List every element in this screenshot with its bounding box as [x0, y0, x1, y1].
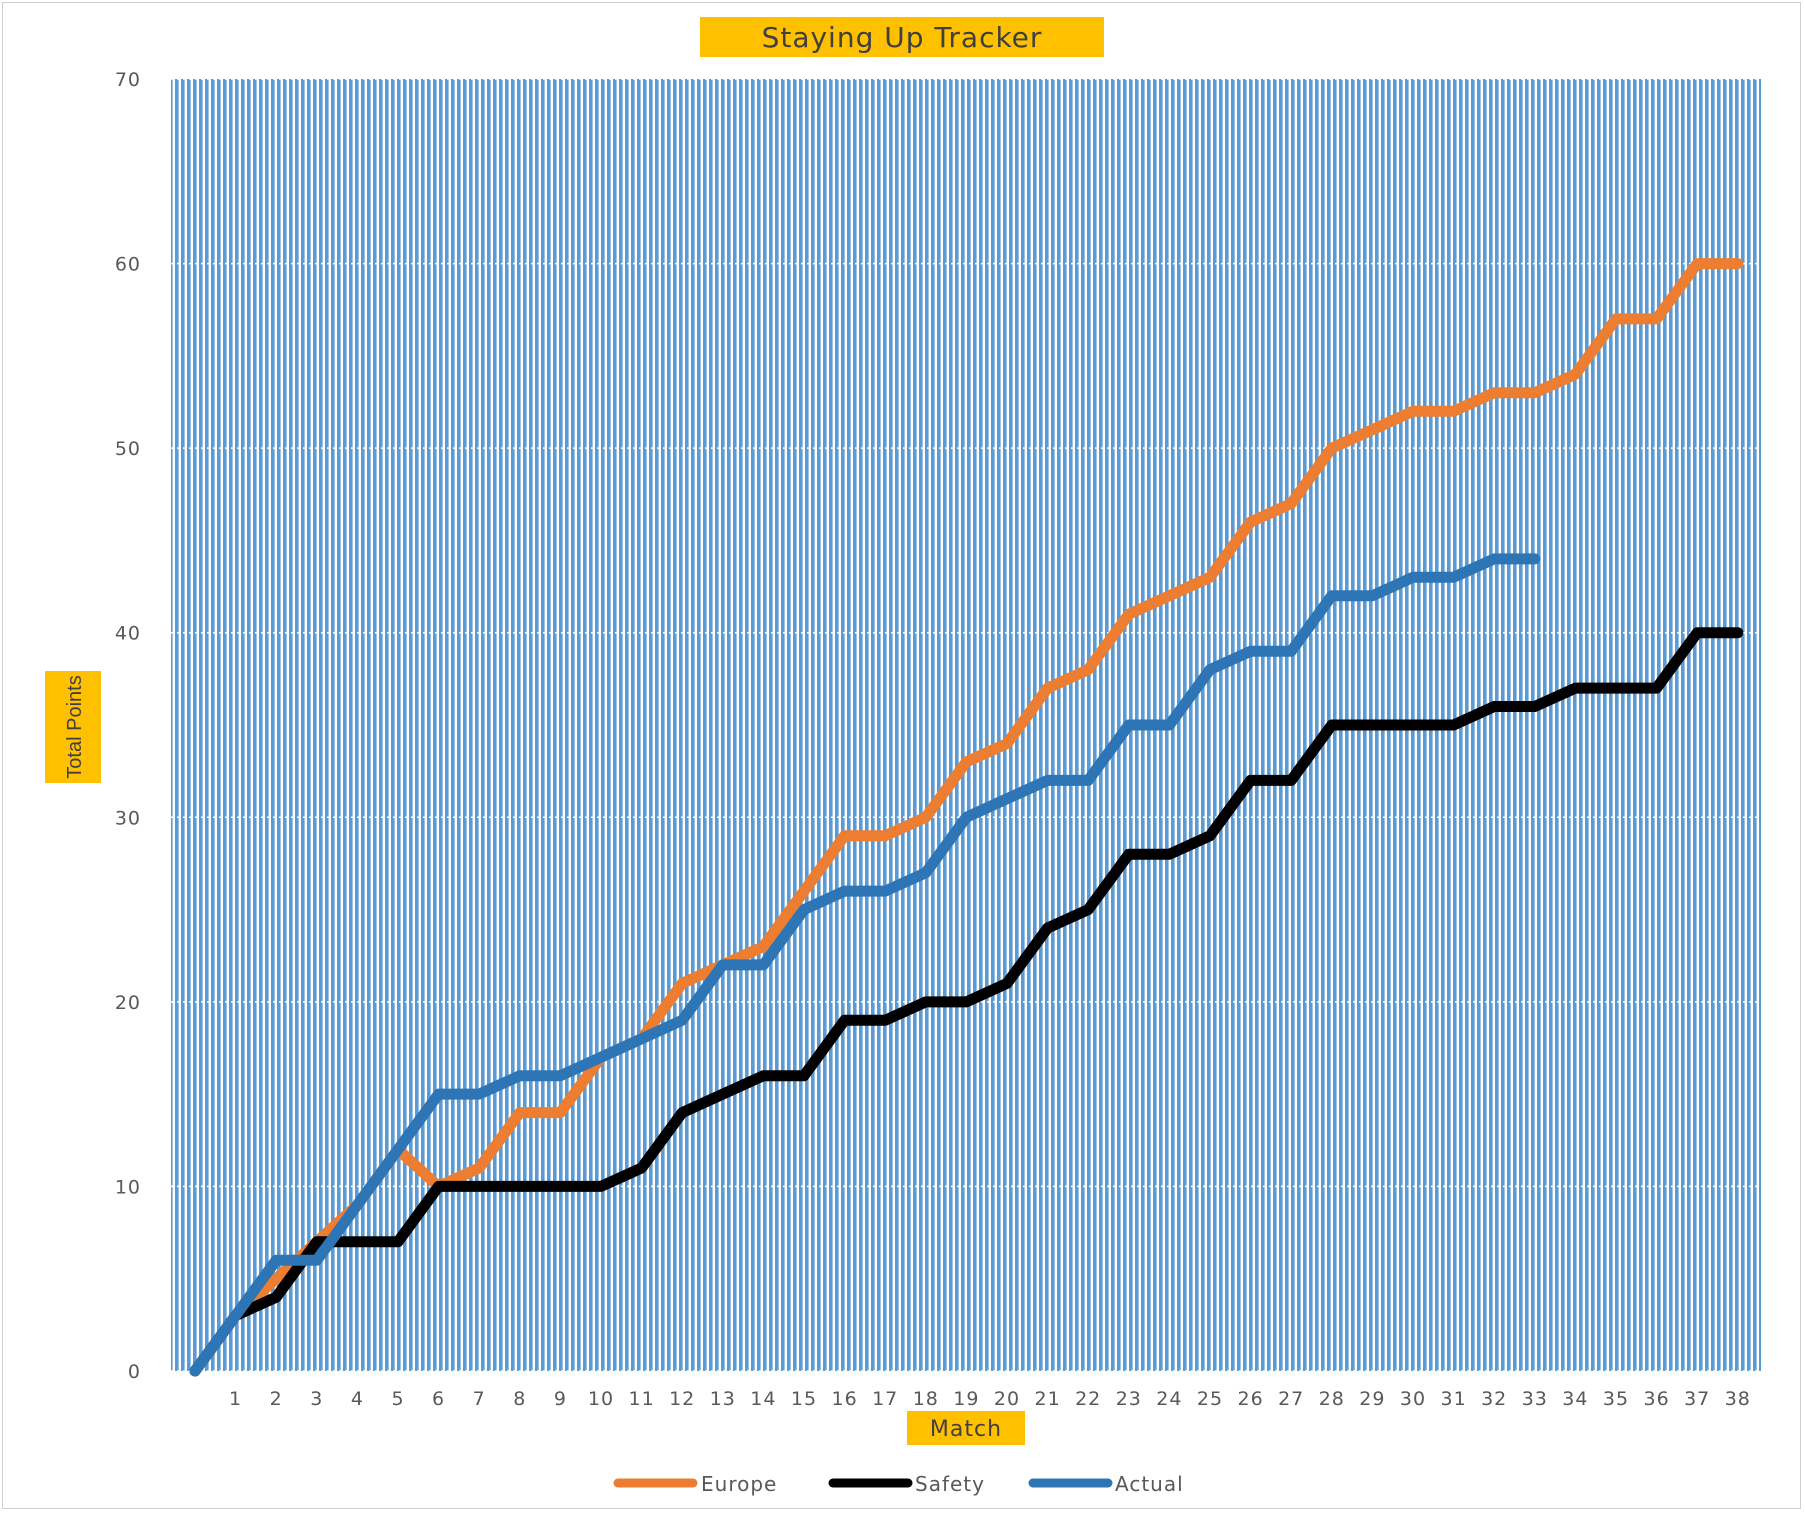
- plot-area: [171, 79, 1761, 1371]
- x-tick-label: 19: [953, 1388, 979, 1410]
- x-tick-label: 8: [513, 1388, 526, 1410]
- x-tick-label: 16: [832, 1388, 858, 1410]
- x-tick-label: 11: [629, 1388, 655, 1410]
- y-tick-label: 30: [115, 807, 141, 829]
- series-line-safety: [189, 627, 1744, 1377]
- x-tick-label: 4: [351, 1388, 364, 1410]
- x-tick-label: 23: [1116, 1388, 1142, 1410]
- x-tick-label: 35: [1603, 1388, 1629, 1410]
- legend-item-safety: Safety: [828, 1472, 985, 1496]
- series-line-europe: [189, 258, 1744, 1377]
- x-axis-title-box: Match: [907, 1411, 1025, 1445]
- y-tick-label: 70: [115, 69, 141, 91]
- x-tick-label: 13: [710, 1388, 736, 1410]
- x-tick-label: 1: [229, 1388, 242, 1410]
- legend-label-actual: Actual: [1115, 1472, 1184, 1496]
- x-tick-label: 21: [1035, 1388, 1061, 1410]
- y-axis-title-box: Total Points: [45, 671, 101, 783]
- x-tick-label: 9: [554, 1388, 567, 1410]
- legend-label-safety: Safety: [915, 1472, 985, 1496]
- y-tick-label: 60: [115, 254, 141, 276]
- x-axis-title: Match: [930, 1417, 1002, 1442]
- y-tick-label: 50: [115, 438, 141, 460]
- x-tick-label: 34: [1562, 1388, 1588, 1410]
- x-tick-label: 20: [994, 1388, 1020, 1410]
- x-tick-label: 10: [588, 1388, 614, 1410]
- y-tick-label: 10: [115, 1176, 141, 1198]
- legend-label-europe: Europe: [701, 1472, 777, 1496]
- x-tick-label: 5: [391, 1388, 404, 1410]
- x-tick-label: 36: [1644, 1388, 1670, 1410]
- legend: Europe Safety Actual: [613, 1472, 1184, 1496]
- x-tick-label: 6: [432, 1388, 445, 1410]
- x-tick-label: 26: [1238, 1388, 1264, 1410]
- x-tick-label: 24: [1156, 1388, 1182, 1410]
- y-tick-label: 20: [115, 992, 141, 1014]
- y-axis-title: Total Points: [64, 675, 86, 778]
- x-tick-label: 30: [1400, 1388, 1426, 1410]
- x-tick-label: 31: [1441, 1388, 1467, 1410]
- x-tick-label: 25: [1197, 1388, 1223, 1410]
- x-tick-label: 2: [270, 1388, 283, 1410]
- x-tick-label: 27: [1278, 1388, 1304, 1410]
- y-tick-label: 0: [128, 1361, 141, 1383]
- x-tick-label: 14: [750, 1388, 776, 1410]
- x-tick-label: 18: [913, 1388, 939, 1410]
- x-tick-label: 22: [1075, 1388, 1101, 1410]
- y-tick-label: 40: [115, 623, 141, 645]
- chart-title-box: Staying Up Tracker: [700, 17, 1104, 57]
- x-axis-ticks: 1 2 3 4 5 6 7 8 9 10 11 12 13 14 15 16 17 18 19 20 21 22 23 24 2…: [229, 1388, 1751, 1410]
- series-lines: [189, 258, 1744, 1377]
- x-tick-label: 17: [872, 1388, 898, 1410]
- chart-title: Staying Up Tracker: [762, 21, 1043, 54]
- legend-item-europe: Europe: [613, 1472, 777, 1496]
- x-tick-label: 38: [1725, 1388, 1751, 1410]
- x-tick-label: 7: [473, 1388, 486, 1410]
- x-tick-label: 12: [669, 1388, 695, 1410]
- x-tick-label: 28: [1319, 1388, 1345, 1410]
- x-tick-label: 37: [1684, 1388, 1710, 1410]
- x-tick-label: 15: [791, 1388, 817, 1410]
- x-tick-label: 29: [1359, 1388, 1385, 1410]
- x-tick-label: 32: [1481, 1388, 1507, 1410]
- series-line-actual: [189, 553, 1541, 1377]
- legend-item-actual: Actual: [1028, 1472, 1184, 1496]
- x-tick-label: 3: [310, 1388, 323, 1410]
- x-tick-label: 33: [1522, 1388, 1548, 1410]
- y-axis-ticks: 0 10 20 30 40 50 60 70: [115, 69, 141, 1383]
